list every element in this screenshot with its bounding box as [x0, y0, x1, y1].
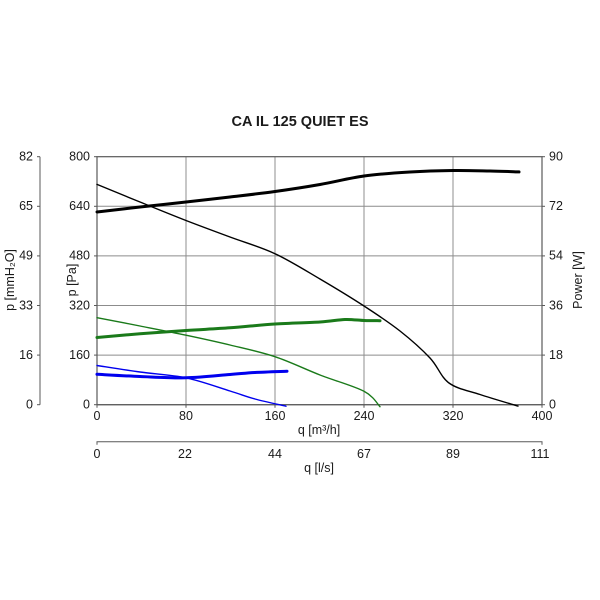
svg-text:320: 320	[69, 298, 90, 312]
svg-text:160: 160	[265, 409, 286, 423]
svg-text:p [mmH₂O]: p [mmH₂O]	[3, 249, 17, 311]
svg-text:p [Pa]: p [Pa]	[65, 264, 79, 297]
svg-text:160: 160	[69, 348, 90, 362]
svg-text:240: 240	[354, 409, 375, 423]
svg-text:54: 54	[549, 249, 563, 263]
svg-text:22: 22	[178, 447, 192, 461]
svg-text:0: 0	[83, 398, 90, 412]
svg-text:800: 800	[69, 150, 90, 164]
svg-text:16: 16	[19, 348, 33, 362]
svg-text:Power [W]: Power [W]	[571, 251, 585, 309]
svg-text:400: 400	[532, 409, 553, 423]
svg-text:q [m³/h]: q [m³/h]	[298, 423, 340, 437]
svg-text:82: 82	[19, 150, 33, 164]
svg-text:65: 65	[19, 199, 33, 213]
svg-text:67: 67	[357, 447, 371, 461]
svg-text:90: 90	[549, 150, 563, 164]
svg-text:89: 89	[446, 447, 460, 461]
svg-text:36: 36	[549, 298, 563, 312]
svg-text:111: 111	[530, 447, 549, 461]
svg-text:80: 80	[179, 409, 193, 423]
svg-text:CA IL 125 QUIET ES: CA IL 125 QUIET ES	[232, 114, 369, 130]
svg-text:44: 44	[268, 447, 282, 461]
svg-text:0: 0	[94, 447, 101, 461]
svg-text:640: 640	[69, 199, 90, 213]
svg-text:49: 49	[19, 249, 33, 263]
svg-text:480: 480	[69, 249, 90, 263]
svg-text:q [l/s]: q [l/s]	[304, 461, 334, 475]
svg-text:0: 0	[26, 398, 33, 412]
svg-text:33: 33	[19, 298, 33, 312]
svg-text:0: 0	[94, 409, 101, 423]
svg-text:18: 18	[549, 348, 563, 362]
svg-text:320: 320	[443, 409, 464, 423]
svg-text:72: 72	[549, 199, 563, 213]
